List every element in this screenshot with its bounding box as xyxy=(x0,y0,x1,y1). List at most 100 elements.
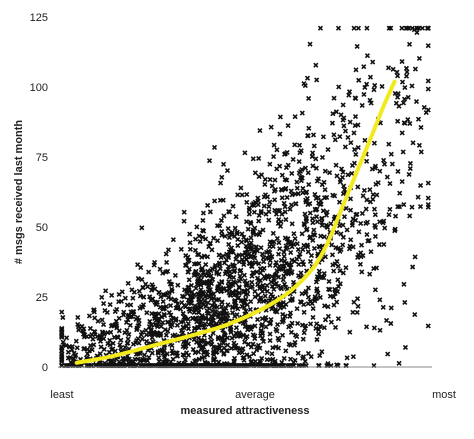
scatter-point xyxy=(371,325,377,331)
scatter-point xyxy=(314,206,320,212)
scatter-point xyxy=(409,83,415,89)
scatter-point xyxy=(418,149,424,155)
scatter-point xyxy=(412,254,418,260)
scatter-point xyxy=(158,323,164,329)
scatter-point xyxy=(226,234,233,241)
scatter-point xyxy=(254,248,260,254)
scatter-point xyxy=(353,212,359,218)
scatter-point xyxy=(276,263,283,269)
scatter-point xyxy=(181,218,187,224)
scatter-point xyxy=(103,288,109,294)
scatter-point xyxy=(359,102,365,108)
scatter-point xyxy=(289,192,295,198)
scatter-point xyxy=(377,219,383,225)
scatter-point xyxy=(297,299,304,305)
scatter-point xyxy=(217,223,223,229)
scatter-point xyxy=(363,324,370,330)
scatter-point xyxy=(302,211,308,217)
scatter-point xyxy=(203,316,209,322)
scatter-point xyxy=(134,337,140,344)
scatter-point xyxy=(316,200,322,206)
scatter-point xyxy=(180,324,186,330)
scatter-point xyxy=(287,297,293,304)
scatter-point xyxy=(238,267,244,273)
scatter-point xyxy=(277,246,283,252)
scatter-point xyxy=(210,295,217,301)
scatter-point xyxy=(340,102,346,108)
scatter-point xyxy=(295,320,301,327)
scatter-point xyxy=(209,302,215,309)
scatter-point xyxy=(68,359,74,365)
scatter-point xyxy=(108,329,114,335)
scatter-point xyxy=(173,316,179,322)
scatter-point xyxy=(194,319,200,325)
scatter-point xyxy=(269,283,275,289)
scatter-point xyxy=(310,306,316,312)
scatter-point xyxy=(305,249,311,255)
scatter-point xyxy=(210,276,216,282)
scatter-point xyxy=(97,359,103,365)
scatter-point xyxy=(60,314,66,321)
scatter-point xyxy=(347,243,353,249)
scatter-point xyxy=(219,278,225,285)
scatter-point xyxy=(280,311,286,318)
scatter-point xyxy=(129,287,135,293)
scatter-point xyxy=(407,120,413,127)
scatter-point xyxy=(292,142,298,148)
scatter-point xyxy=(250,341,256,347)
scatter-point xyxy=(274,268,280,274)
scatter-point xyxy=(177,306,184,312)
scatter-point xyxy=(375,180,381,186)
scatter-point xyxy=(328,221,334,227)
scatter-point xyxy=(59,358,65,365)
scatter-point xyxy=(201,280,207,287)
x-tick-label: least xyxy=(50,389,73,401)
scatter-point xyxy=(335,316,341,322)
scatter-point xyxy=(301,330,307,336)
scatter-point xyxy=(229,310,236,316)
scatter-point xyxy=(382,225,388,231)
scatter-point xyxy=(311,143,317,149)
scatter-point xyxy=(302,358,308,364)
scatter-point xyxy=(236,350,242,356)
scatter-point xyxy=(226,279,232,285)
scatter-point xyxy=(198,338,204,345)
scatter-point xyxy=(152,259,158,265)
scatter-point xyxy=(123,319,130,325)
scatter-point xyxy=(279,195,285,201)
scatter-point xyxy=(352,114,359,120)
scatter-point xyxy=(216,296,222,303)
scatter-point xyxy=(208,280,215,287)
scatter-point xyxy=(399,59,405,65)
scatter-point xyxy=(173,350,179,356)
scatter-point xyxy=(211,144,218,151)
scatter-point xyxy=(304,226,310,232)
scatter-point xyxy=(302,165,309,171)
scatter-point xyxy=(274,166,280,172)
scatter-point xyxy=(190,293,196,300)
scatter-point xyxy=(244,199,250,205)
scatter-point xyxy=(294,179,300,185)
scatter-point xyxy=(380,304,386,310)
scatter-point xyxy=(277,114,283,120)
scatter-point xyxy=(389,161,395,167)
scatter-point xyxy=(315,176,322,182)
scatter-point xyxy=(167,281,173,287)
scatter-point xyxy=(356,229,362,235)
scatter-point xyxy=(256,218,262,224)
scatter-point xyxy=(182,357,188,363)
scatter-point xyxy=(306,125,312,131)
scatter-point xyxy=(283,216,289,223)
scatter-point xyxy=(159,347,165,353)
scatter-point xyxy=(317,274,323,280)
scatter-point xyxy=(226,249,232,255)
scatter-point xyxy=(65,349,71,355)
scatter-point xyxy=(255,198,261,204)
scatter-point xyxy=(147,318,153,324)
scatter-point xyxy=(138,332,144,338)
scatter-point xyxy=(338,247,344,253)
scatter-point xyxy=(225,252,231,259)
scatter-point xyxy=(290,156,296,162)
scatter-point xyxy=(192,247,198,253)
